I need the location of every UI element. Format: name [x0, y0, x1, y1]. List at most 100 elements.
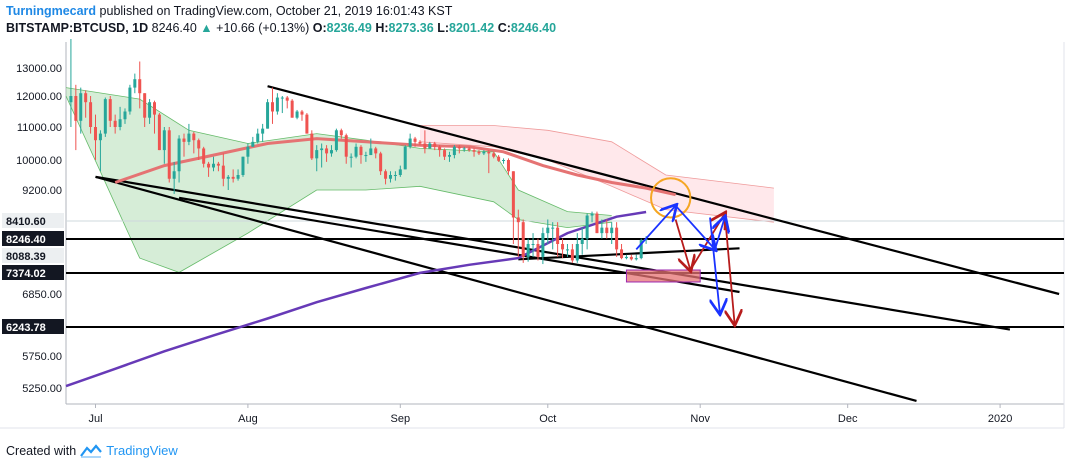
candle-body: [157, 114, 161, 151]
candle-body: [546, 227, 550, 234]
ichimoku-cloud-green-top: [65, 87, 612, 216]
candle-body: [133, 79, 137, 88]
candle-body: [231, 176, 235, 179]
x-tick-label: Sep: [391, 413, 411, 425]
candle-body: [261, 128, 265, 134]
target-box: [625, 269, 701, 283]
candle-body: [595, 213, 599, 234]
y-tick-label: 12000.00: [16, 91, 62, 103]
candle-body: [585, 215, 589, 239]
candle-body: [143, 93, 147, 118]
candle-body: [541, 233, 545, 257]
y-tick-label: 5250.00: [22, 383, 62, 395]
plot-area: [66, 42, 1064, 404]
candle-body: [393, 175, 397, 176]
candle-body: [103, 99, 107, 134]
candle-body: [123, 111, 127, 120]
candle-body: [138, 79, 142, 94]
open-value: 8236.49: [326, 21, 372, 35]
candle-body: [69, 96, 73, 103]
candle-body: [502, 160, 506, 161]
projection-arrow-blue: [635, 206, 675, 250]
candle-body: [202, 148, 206, 164]
candle-body: [398, 169, 402, 175]
candle-body: [113, 120, 117, 127]
author-name[interactable]: Turningmecard: [6, 4, 97, 18]
projection-arrow-blue: [709, 217, 720, 313]
candle-body: [295, 111, 299, 118]
candle-body: [226, 176, 230, 179]
tradingview-brand[interactable]: TradingView: [106, 443, 178, 458]
candle-body: [128, 87, 132, 112]
candle-body: [305, 114, 309, 134]
candle-body: [428, 143, 432, 149]
candle-body: [369, 148, 373, 156]
price-label: 8088.39: [6, 251, 46, 263]
candle-body: [629, 256, 633, 260]
candle-body: [197, 140, 201, 149]
candle-body: [457, 146, 461, 149]
candle-body: [182, 138, 186, 142]
candle-body: [590, 213, 594, 216]
y-tick-label: 13000.00: [16, 63, 62, 75]
candle-body: [492, 153, 496, 157]
tradingview-logo-icon[interactable]: [80, 443, 103, 458]
change-arrow-icon: ▲: [200, 21, 213, 35]
candle-body: [423, 143, 427, 149]
candle-body: [152, 102, 156, 115]
candle-body: [334, 130, 338, 151]
candle-body: [162, 130, 166, 151]
open-label: O:: [312, 21, 327, 35]
candle-body: [74, 96, 78, 121]
x-tick-label: Oct: [539, 413, 556, 425]
candle-body: [93, 127, 97, 141]
candle-body: [624, 256, 628, 259]
close-value: 8246.40: [510, 21, 557, 35]
candle-body: [266, 102, 270, 129]
candle-body: [565, 249, 569, 251]
candle-body: [384, 171, 388, 179]
published-text: published on TradingView.com, October 21…: [99, 4, 453, 18]
candle-body: [211, 163, 215, 168]
candle-body: [251, 141, 255, 147]
candle-body: [354, 146, 358, 157]
candle-body: [639, 240, 643, 259]
price-label: 8410.60: [6, 216, 46, 228]
candle-body: [270, 102, 274, 112]
ichimoku-cloud-red-top: [420, 125, 774, 189]
candle-body: [447, 155, 451, 157]
y-tick-label: 6850.00: [22, 289, 62, 301]
candle-body: [408, 138, 412, 147]
candle-body: [108, 99, 112, 121]
candle-body: [605, 227, 609, 234]
candle-body: [241, 156, 245, 175]
candle-body: [256, 133, 260, 142]
candle-body: [192, 133, 196, 141]
price-label-bg: [2, 319, 64, 334]
candle-body: [216, 163, 220, 166]
ema-red-line: [114, 137, 676, 197]
close-label: C:: [497, 21, 511, 35]
x-tick-label: Dec: [838, 413, 858, 425]
candle-body: [290, 100, 294, 118]
candle-body: [516, 217, 520, 223]
candle-body: [413, 138, 417, 142]
candle-body: [467, 148, 471, 151]
symbol-info: BITSTAMP:BTCUSD, 1D 8246.40 ▲ +10.66 (+0…: [6, 21, 556, 35]
projection-arrow-blue: [674, 205, 715, 250]
candle-body: [610, 227, 614, 234]
candle-body: [472, 150, 476, 152]
y-tick-label: 10000.00: [16, 155, 62, 167]
candle-body: [187, 133, 191, 142]
candle-body: [418, 141, 422, 144]
candle-body: [300, 111, 304, 115]
candle-body: [359, 146, 363, 156]
candle-body: [275, 97, 279, 112]
candle-body: [511, 171, 515, 218]
candle-body: [98, 133, 102, 141]
y-tick-label: 11000.00: [17, 122, 62, 134]
candle-body: [575, 243, 579, 261]
candle-body: [349, 156, 353, 158]
candle-body: [84, 93, 88, 103]
